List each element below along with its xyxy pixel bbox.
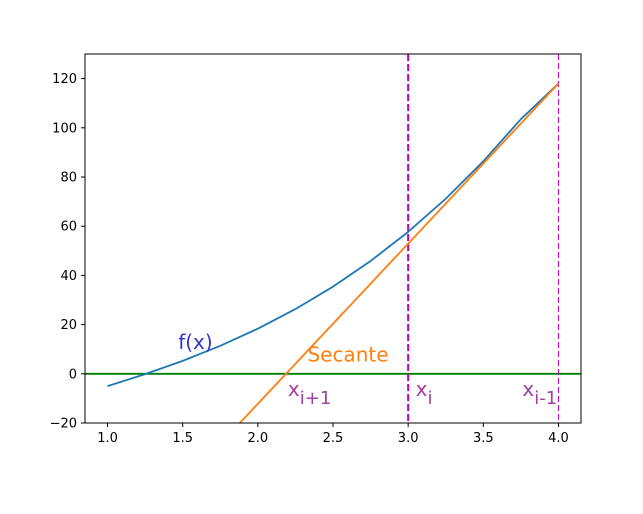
y-tick-label: 20: [60, 318, 77, 333]
y-tick-label: 0: [69, 367, 77, 382]
series-line-fx: [107, 82, 560, 387]
annotation-secante: Secante: [307, 343, 388, 367]
x-tick-label: 3.5: [473, 431, 494, 446]
y-tick-label: 100: [52, 121, 77, 136]
y-tick-label: 40: [60, 269, 77, 284]
x-tick-label: 4.0: [548, 431, 569, 446]
plot-frame: [84, 53, 582, 424]
x-tick-label: 3.0: [398, 431, 419, 446]
y-tick-label: 80: [60, 171, 77, 186]
x-tick-label: 2.5: [323, 431, 344, 446]
series-line-secante: [239, 82, 560, 423]
annotation-x-i1: xi+1: [288, 377, 331, 409]
y-tick-label: 60: [60, 220, 77, 235]
annotation-x-i: xi: [416, 377, 433, 409]
x-tick-label: 1.5: [172, 431, 193, 446]
x-tick-label: 1.0: [97, 431, 118, 446]
plot-area: [85, 54, 581, 423]
x-tick-label: 2.0: [248, 431, 269, 446]
y-tick-label: 120: [52, 72, 77, 87]
annotation-x-i1: xi-1: [522, 377, 557, 409]
y-tick-label: −20: [50, 417, 77, 432]
annotation-fx: f(x): [178, 330, 212, 354]
axis-ticks: 1.0 1.5 2.0 2.5 3.0 3.5 4.0 −20 0 20 40 60 80 100 120: [50, 72, 569, 446]
annotations: f(x) Secante xi+1 xi xi-1: [178, 330, 557, 409]
